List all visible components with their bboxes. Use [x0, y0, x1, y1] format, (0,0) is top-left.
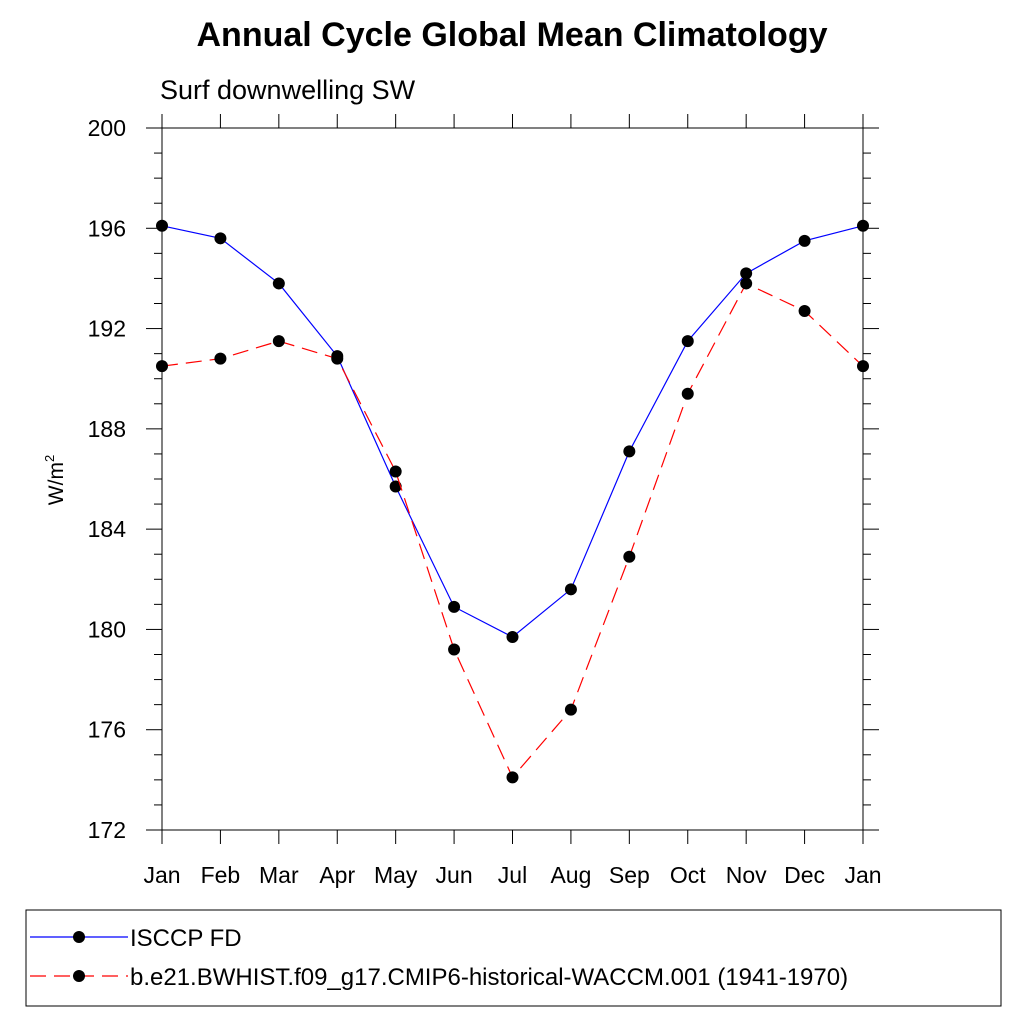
chart-subtitle: Surf downwelling SW	[160, 75, 416, 105]
data-point	[272, 335, 285, 348]
legend-marker	[73, 931, 85, 943]
data-point	[564, 703, 577, 716]
legend-marker	[73, 970, 85, 982]
data-point	[214, 352, 227, 365]
series-1	[156, 219, 869, 643]
legend-label: ISCCP FD	[130, 925, 242, 952]
data-point	[389, 480, 402, 493]
axes: 172 176 180 184 188 192 196 200 Jan Feb Mar Apr May J…	[88, 114, 882, 888]
x-tick-label: Jan	[143, 862, 180, 888]
y-tick-label: 172	[88, 817, 126, 843]
data-point	[857, 219, 869, 232]
data-point	[214, 232, 227, 245]
data-point	[857, 360, 869, 373]
data-point	[272, 277, 285, 290]
y-tick-label: 192	[88, 316, 126, 342]
data-point	[740, 267, 753, 280]
y-tick-label: 180	[88, 616, 126, 642]
data-point	[564, 583, 577, 596]
data-point	[798, 234, 811, 247]
y-axis-label-superscript: 2	[42, 455, 57, 462]
x-tick-label: Sep	[609, 862, 650, 888]
x-tick-label: May	[374, 862, 418, 888]
data-point	[506, 630, 519, 643]
series-2	[156, 277, 869, 784]
data-point	[331, 352, 344, 365]
data-point	[681, 335, 694, 348]
series-line	[161, 225, 864, 638]
data-point	[156, 219, 168, 232]
plot-frame	[161, 127, 864, 831]
x-tick-label: Jan	[844, 862, 881, 888]
y-axis-label: W/m2	[42, 455, 68, 505]
x-tick-label: Dec	[784, 862, 825, 888]
y-axis-label-text: W/m	[45, 462, 68, 505]
data-point	[681, 387, 694, 400]
y-tick-label: 184	[88, 516, 127, 542]
data-point	[389, 465, 402, 478]
y-tick-label: 176	[88, 717, 126, 743]
x-tick-label: Jun	[436, 862, 473, 888]
x-tick-label: Apr	[319, 862, 355, 888]
data-point	[448, 643, 461, 656]
chart-title: Annual Cycle Global Mean Climatology	[197, 16, 828, 54]
data-point	[740, 277, 753, 290]
series-line	[161, 282, 864, 779]
data-series	[156, 219, 869, 784]
y-tick-label: 200	[88, 115, 126, 141]
x-tick-label: Aug	[550, 862, 591, 888]
data-point	[448, 600, 461, 613]
data-point	[798, 305, 811, 318]
y-tick-label: 196	[88, 215, 126, 241]
legend-box	[25, 909, 1002, 1007]
legend: ISCCP FD b.e21.BWHIST.f09_g17.CMIP6-histo…	[30, 925, 848, 991]
x-tick-label: Mar	[259, 862, 299, 888]
data-point	[623, 445, 636, 458]
data-point	[623, 550, 636, 563]
data-point	[156, 360, 168, 373]
legend-label: b.e21.BWHIST.f09_g17.CMIP6-historical-WA…	[130, 964, 848, 991]
x-tick-label: Nov	[726, 862, 767, 888]
x-tick-label: Oct	[670, 862, 706, 888]
y-tick-label: 188	[88, 416, 126, 442]
x-tick-label: Feb	[201, 862, 241, 888]
x-tick-label: Jul	[498, 862, 527, 888]
data-point	[506, 771, 519, 784]
